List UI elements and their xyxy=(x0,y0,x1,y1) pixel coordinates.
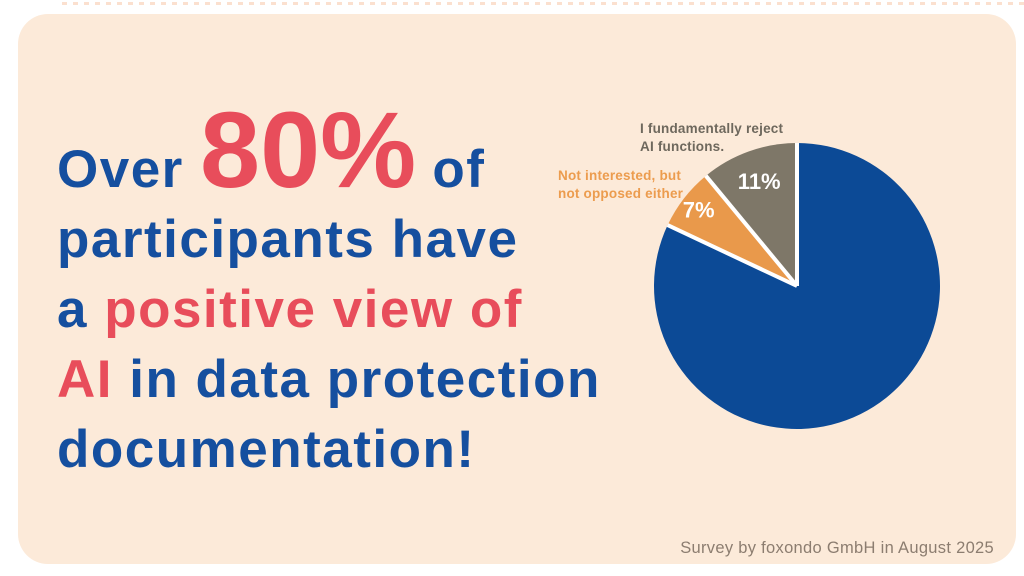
pie-callout-reject: I fundamentally reject AI functions. xyxy=(640,120,783,155)
pie-callout-not-interested: Not interested, but not opposed either xyxy=(558,167,683,202)
headline-highlight-positive-view: positive view of xyxy=(104,280,523,339)
headline-text: participants have xyxy=(57,210,519,269)
headline-line-5: documentation! xyxy=(57,415,677,485)
headline-text: Over xyxy=(57,140,201,199)
headline-line-2: participants have xyxy=(57,205,677,275)
pie-callout-line: AI functions. xyxy=(640,138,725,154)
headline-highlight-ai: AI xyxy=(57,350,113,409)
pie-percent-label: 7% xyxy=(683,198,715,223)
pie-callout-line: Not interested, but xyxy=(558,168,682,183)
headline-highlight-80pct: 80% xyxy=(200,89,417,210)
pie-callout-line: I fundamentally reject xyxy=(640,121,784,136)
pie-separator xyxy=(704,174,799,288)
source-note: Survey by foxondo GmbH in August 2025 xyxy=(680,539,994,557)
headline-line-1: Over 80% of xyxy=(57,96,677,205)
headline-text: in data protection xyxy=(113,350,601,409)
infographic-card: Over 80% of participants have a positive… xyxy=(18,14,1016,564)
headline: Over 80% of participants have a positive… xyxy=(57,96,677,485)
pie-separator xyxy=(666,223,798,288)
headline-line-3: a positive view of xyxy=(57,275,677,345)
pie-callout-line: not opposed either xyxy=(558,185,684,201)
headline-text: a xyxy=(57,280,105,339)
top-edge-decoration xyxy=(62,2,1024,5)
headline-text: documentation! xyxy=(57,420,476,479)
pie-slice-2 xyxy=(667,175,797,286)
headline-text: of xyxy=(416,140,486,199)
pie-percent-label: 11% xyxy=(738,169,781,194)
headline-line-4: AI in data protection xyxy=(57,345,677,415)
pie-chart: 7% 11% xyxy=(654,143,940,429)
pie-slice-3 xyxy=(705,143,797,286)
